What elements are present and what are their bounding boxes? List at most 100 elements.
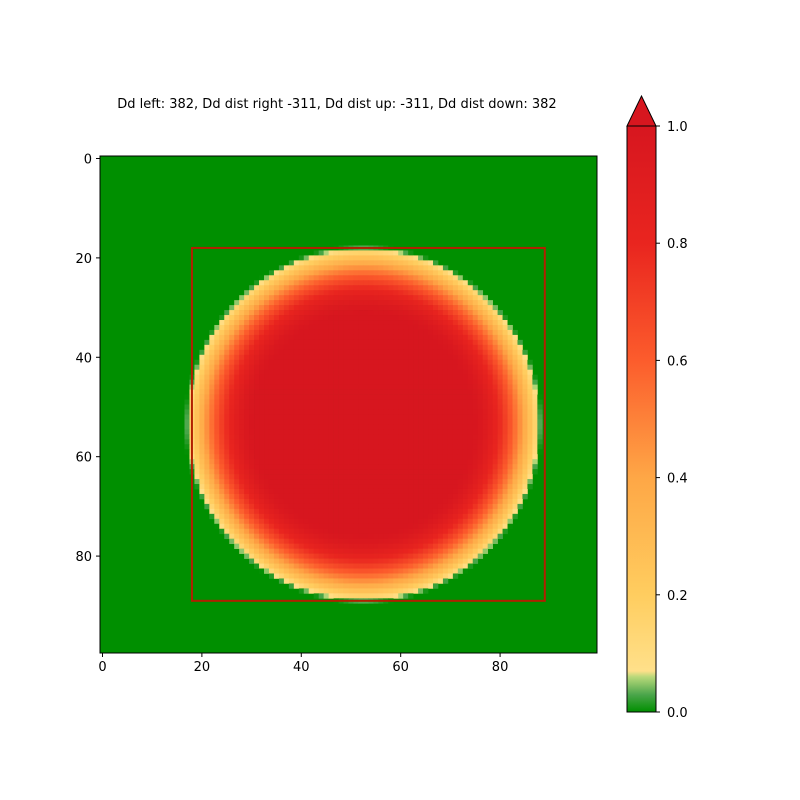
heatmap-cell	[239, 374, 245, 380]
heatmap-cell	[452, 538, 459, 545]
colorbar-extend-arrow	[626, 94, 657, 127]
heatmap-cell	[358, 394, 364, 400]
heatmap-cell	[492, 434, 498, 440]
heatmap-cell	[209, 434, 215, 440]
heatmap-cell	[452, 558, 459, 564]
heatmap-cell	[378, 454, 384, 460]
heatmap-cell	[522, 394, 528, 400]
heatmap-cell	[368, 379, 374, 385]
heatmap-cell	[378, 344, 384, 351]
heatmap-cell	[338, 488, 344, 495]
heatmap-cell	[437, 285, 444, 291]
heatmap-cell	[358, 250, 364, 256]
heatmap-cell	[472, 285, 479, 291]
heatmap-cell	[288, 310, 295, 316]
heatmap-cell	[403, 265, 409, 271]
heatmap-cell	[373, 513, 379, 520]
heatmap-cell	[308, 533, 315, 540]
heatmap-cell	[348, 444, 354, 450]
heatmap-cell	[383, 434, 389, 440]
heatmap-cell	[323, 389, 329, 395]
heatmap-cell	[408, 479, 414, 485]
heatmap-cell	[462, 533, 469, 540]
heatmap-cell	[204, 449, 210, 455]
heatmap-cell	[527, 359, 533, 366]
heatmap-cell	[234, 434, 240, 440]
heatmap-cell	[413, 523, 419, 530]
heatmap-cell	[517, 394, 523, 400]
heatmap-cell	[482, 374, 489, 380]
heatmap-cell	[343, 444, 349, 450]
heatmap-cell	[353, 295, 359, 301]
heatmap-cell	[477, 359, 484, 366]
heatmap-cell	[467, 359, 474, 366]
heatmap-cell	[532, 434, 538, 440]
heatmap-cell	[283, 449, 290, 455]
heatmap-cell	[343, 469, 349, 475]
heatmap-cell	[343, 260, 349, 266]
heatmap-cell	[477, 523, 484, 530]
heatmap-cell	[492, 404, 498, 410]
heatmap-cell	[398, 484, 404, 490]
heatmap-cell	[298, 399, 305, 405]
heatmap-cell	[244, 389, 250, 395]
heatmap-cell	[393, 503, 399, 510]
heatmap-cell	[457, 459, 464, 465]
heatmap-cell	[209, 513, 215, 520]
heatmap-cell	[383, 503, 389, 510]
heatmap-cell	[512, 399, 518, 405]
heatmap-cell	[343, 339, 349, 346]
heatmap-cell	[527, 409, 533, 415]
heatmap-cell	[472, 548, 479, 554]
heatmap-cell	[403, 578, 409, 584]
heatmap-cell	[408, 329, 414, 336]
heatmap-cell	[343, 563, 349, 569]
heatmap-cell	[383, 449, 389, 455]
heatmap-cell	[358, 334, 364, 341]
heatmap-cell	[244, 513, 250, 520]
heatmap-cell	[373, 329, 379, 336]
heatmap-cell	[492, 394, 498, 400]
heatmap-cell	[492, 305, 498, 311]
heatmap-cell	[229, 444, 235, 450]
heatmap-cell	[254, 285, 260, 291]
heatmap-cell	[428, 488, 434, 495]
heatmap-cell	[393, 454, 399, 460]
heatmap-cell	[244, 449, 250, 455]
heatmap-cell	[264, 498, 270, 505]
heatmap-cell	[283, 479, 290, 485]
heatmap-cell	[224, 533, 230, 540]
heatmap-cell	[353, 344, 359, 351]
heatmap-cell	[403, 488, 409, 495]
heatmap-cell	[333, 320, 339, 326]
heatmap-cell	[452, 439, 459, 445]
heatmap-cell	[244, 454, 250, 460]
heatmap-cell	[313, 588, 320, 594]
heatmap-cell	[383, 573, 389, 579]
bounding-box-rectangle	[190, 246, 546, 602]
heatmap-cell	[343, 305, 349, 311]
heatmap-cell	[472, 349, 479, 356]
heatmap-cell	[437, 469, 444, 475]
heatmap-cell	[239, 305, 245, 311]
heatmap-cell	[249, 518, 255, 525]
heatmap-cell	[423, 538, 429, 545]
heatmap-cell	[452, 379, 459, 385]
heatmap-cell	[368, 290, 374, 296]
heatmap-cell	[423, 349, 429, 356]
heatmap-cell	[442, 290, 449, 296]
heatmap-cell	[293, 503, 300, 510]
heatmap-cell	[442, 474, 449, 480]
heatmap-cell	[517, 479, 523, 485]
heatmap-cell	[497, 414, 503, 420]
heatmap-cell	[388, 320, 394, 326]
heatmap-cell	[343, 399, 349, 405]
heatmap-cell	[328, 439, 334, 445]
heatmap-cell	[413, 573, 419, 579]
heatmap-cell	[273, 404, 280, 410]
heatmap-cell	[532, 424, 538, 430]
heatmap-cell	[229, 454, 235, 460]
heatmap-cell	[363, 320, 369, 326]
heatmap-cell	[298, 339, 305, 346]
heatmap-cell	[442, 488, 449, 495]
